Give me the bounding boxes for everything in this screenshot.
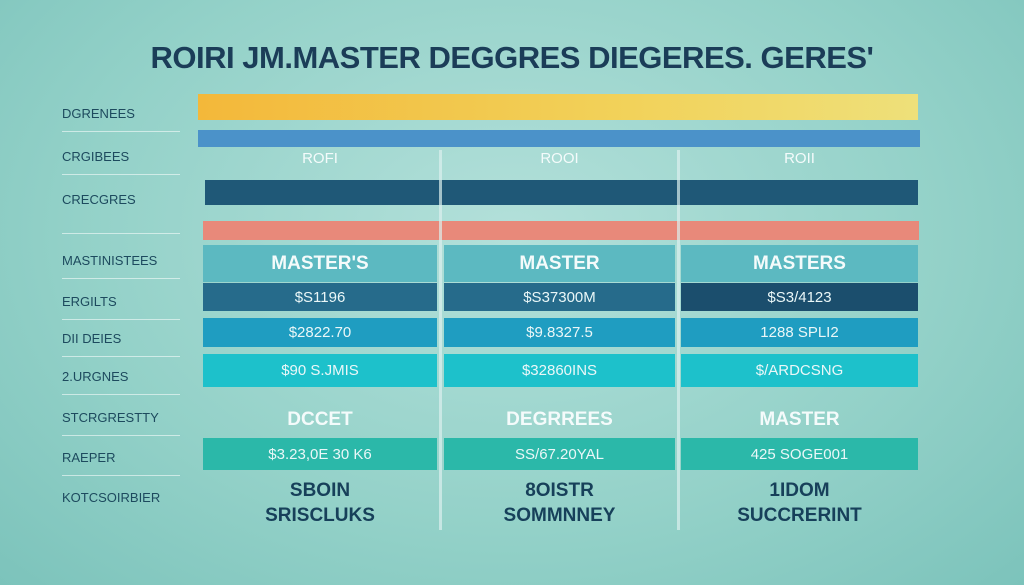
divider <box>62 174 180 175</box>
row-label: DII DEIES <box>62 331 122 346</box>
divider <box>62 356 180 357</box>
value-cell: $S1196 <box>203 283 437 311</box>
footer-line: SRISCLUKS <box>265 505 375 526</box>
footer-line: SUCCRERINT <box>737 505 862 526</box>
column-title: MASTER <box>444 245 675 282</box>
row-label: RAEPER <box>62 450 116 465</box>
column-footer: 1IDOM SUCCRERINT <box>681 478 918 528</box>
row-label: CRGIBEES <box>62 149 130 164</box>
column-divider <box>439 150 442 530</box>
column-footer: 8OISTR SOMMNNEY <box>444 478 675 528</box>
footer-line: SOMMNNEY <box>503 505 616 526</box>
column-subtitle: MASTER <box>759 409 840 430</box>
row-label: MASTINISTEES <box>62 253 158 268</box>
column-header: ROII <box>784 150 815 167</box>
row-label: DGRENEES <box>62 106 135 121</box>
footer-line: 8OISTR <box>525 480 594 501</box>
row-label: KOTCSOIRBIER <box>62 490 161 505</box>
value-cell: SS/67.20YAL <box>444 438 675 470</box>
page-title: ROIRI JM.MASTER DEGGRES DIEGERES. GERES' <box>150 40 874 75</box>
column-title: MASTER'S <box>203 245 437 282</box>
divider <box>62 278 180 279</box>
row-label: CRECGRES <box>62 192 136 207</box>
column-footer: SBOIN SRISCLUKS <box>203 478 437 528</box>
value-cell: $S37300M <box>444 283 675 311</box>
value-cell: $/ARDCSNG <box>681 354 918 387</box>
value-cell: $9.8327.5 <box>444 318 675 347</box>
divider <box>62 475 180 476</box>
column-title: MASTERS <box>681 245 918 282</box>
value-cell: $3.23,0E 30 K6 <box>203 438 437 470</box>
row-label: STCRGRESTTY <box>62 410 159 425</box>
value-cell: $S3/4123 <box>681 283 918 311</box>
footer-line: SBOIN <box>289 480 351 501</box>
divider <box>62 435 180 436</box>
column-divider <box>677 150 680 530</box>
blue-bar <box>198 130 920 147</box>
value-cell: $2822.70 <box>203 318 437 347</box>
salmon-bar <box>203 221 919 240</box>
divider <box>62 233 180 234</box>
footer-line: 1IDOM <box>769 480 830 501</box>
row-label: 2.URGNES <box>62 369 129 384</box>
divider <box>62 319 180 320</box>
divider <box>62 131 180 132</box>
navy-bar <box>205 180 918 205</box>
column-header: ROFI <box>302 150 338 167</box>
column-subtitle: DEGRREES <box>506 409 613 430</box>
value-cell: 425 SOGE001 <box>681 438 918 470</box>
divider <box>62 394 180 395</box>
yellow-bar <box>198 94 918 120</box>
row-label: ERGILTS <box>62 294 117 309</box>
column-subtitle: DCCET <box>287 409 353 430</box>
value-cell: 1288 SPLI2 <box>681 318 918 347</box>
column-header: ROOI <box>540 150 579 167</box>
value-cell: $32860INS <box>444 354 675 387</box>
value-cell: $90 S.JMIS <box>203 354 437 387</box>
